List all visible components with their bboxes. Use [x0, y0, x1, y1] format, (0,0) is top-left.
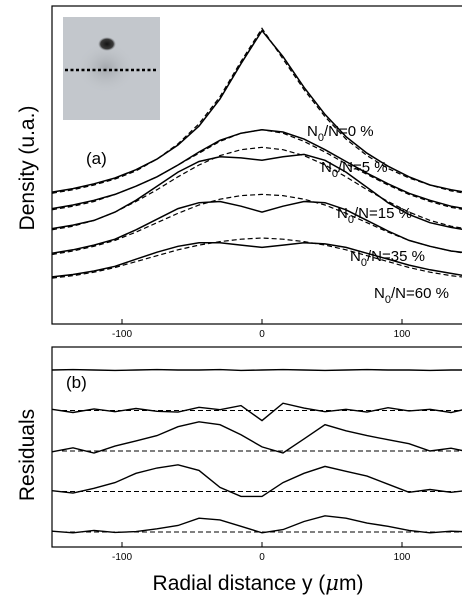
measured-curve-4: [51, 200, 462, 255]
panel-a-series-labels: N0/N=0 % N0/N=5 % N0/N=15 % N0/N=35 % N0/N=6…: [307, 123, 449, 306]
panel-b-baselines: [62, 410, 462, 533]
panel-a-tick-label-2: 100: [394, 329, 411, 340]
panel-b-tick-label-1: 0: [259, 552, 265, 563]
x-axis-title: Radial distance y (μm): [153, 571, 364, 595]
panel-b: -100 0 100 (b) Residuals Radial distance y…: [16, 346, 462, 595]
fit-curve-2: [51, 129, 462, 211]
panel-b-series: [51, 368, 462, 534]
fit-curve-4: [51, 193, 462, 256]
panel-b-label: (b): [66, 373, 87, 392]
series-label-2: N0/N=5 %: [321, 159, 388, 180]
measured-curve-5: [51, 241, 462, 278]
series-label-5: N0/N=60 %: [374, 285, 449, 306]
panel-a: -100 0 100 N0/N=0 % N0/N=5 % N0/N=15 % N0/N=3…: [16, 5, 462, 340]
panel-b-y-axis-title: Residuals: [16, 409, 39, 501]
residual-curve-2: [51, 402, 462, 422]
panel-a-series: [51, 27, 462, 279]
panel-a-y-axis-title: Density (u.a.): [16, 106, 39, 231]
panel-a-tick-label-1: 0: [259, 329, 265, 340]
measured-curve-1: [51, 29, 462, 193]
panel-b-tick-label-2: 100: [394, 552, 411, 563]
panel-b-x-ticks: -100 0 100: [112, 542, 411, 563]
inset-halo: [76, 42, 136, 94]
panel-a-label: (a): [86, 149, 107, 168]
residual-curve-5: [51, 515, 462, 534]
series-label-4: N0/N=35 %: [350, 248, 425, 269]
measured-curve-3: [51, 153, 462, 231]
panel-a-tick-label-0: -100: [112, 329, 132, 340]
residual-curve-4: [51, 464, 462, 498]
inset-cloud-spot: [98, 37, 116, 51]
residual-curve-1: [51, 368, 462, 372]
series-label-1: N0/N=0 %: [307, 123, 374, 144]
fit-curve-1: [51, 27, 462, 194]
panel-b-tick-label-0: -100: [112, 552, 132, 563]
residual-curve-3: [51, 421, 462, 454]
series-label-3: N0/N=15 %: [337, 205, 412, 226]
measured-curve-2: [51, 128, 462, 210]
inset-image: [63, 17, 160, 120]
panel-a-x-ticks: -100 0 100: [112, 319, 411, 340]
